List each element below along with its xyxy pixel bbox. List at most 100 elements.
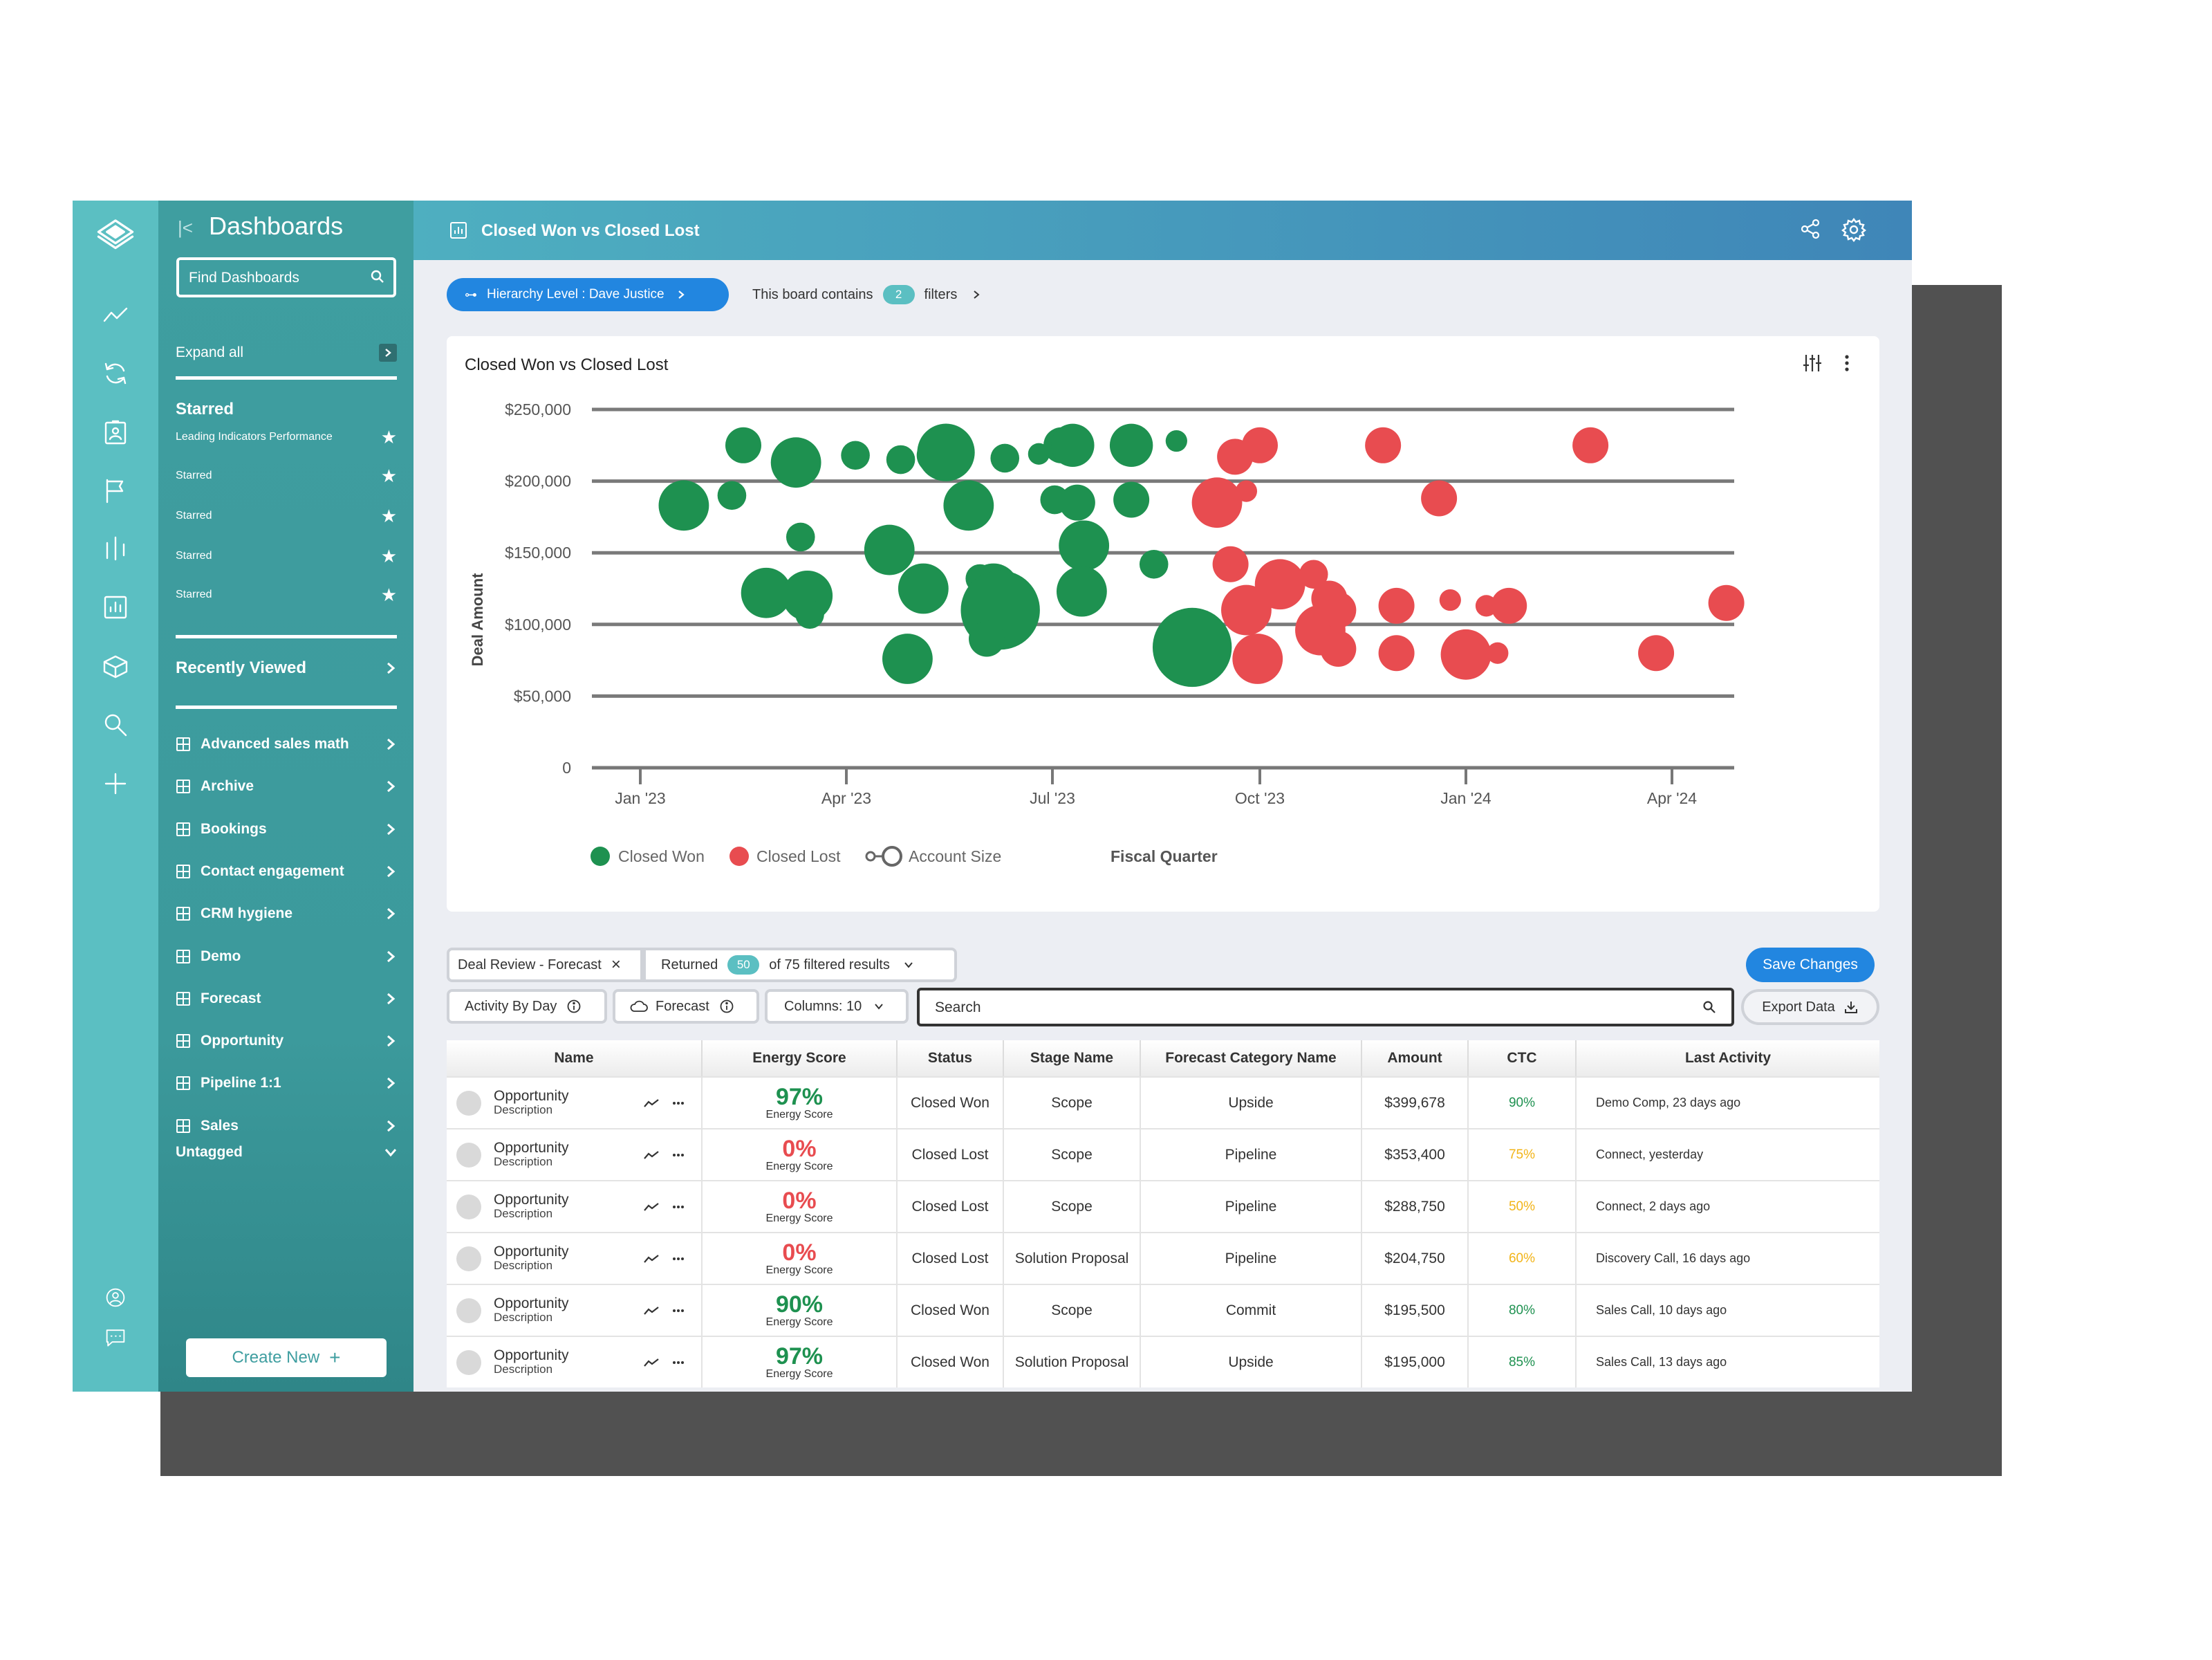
folder-item[interactable]: CRM hygiene xyxy=(176,900,397,928)
avatar[interactable] xyxy=(456,1349,481,1375)
column-header[interactable]: CTC xyxy=(1469,1040,1577,1076)
expand-all-row[interactable]: Expand all xyxy=(176,339,397,367)
folder-item[interactable]: Archive xyxy=(176,773,397,800)
more-horizontal-icon[interactable] xyxy=(672,1309,685,1313)
column-header[interactable]: Energy Score xyxy=(703,1040,898,1076)
search-icon[interactable] xyxy=(95,704,136,746)
trend-icon[interactable] xyxy=(643,1098,660,1109)
table-row[interactable]: Opportunity Description 97% Energy Score Clo… xyxy=(447,1336,1879,1387)
share-icon[interactable] xyxy=(1799,217,1822,241)
find-dashboards-input[interactable] xyxy=(187,260,363,296)
collapse-sidebar-icon[interactable]: |< xyxy=(178,217,193,238)
opportunity-name[interactable]: Opportunity xyxy=(494,1243,569,1260)
logo-icon[interactable] xyxy=(95,213,136,255)
opportunity-name[interactable]: Opportunity xyxy=(494,1191,569,1208)
more-horizontal-icon[interactable] xyxy=(672,1101,685,1105)
export-data-button[interactable]: Export Data xyxy=(1741,989,1879,1025)
starred-item[interactable]: Starred ★ xyxy=(176,465,397,487)
column-header[interactable]: Last Activity xyxy=(1684,1050,1772,1066)
star-icon[interactable]: ★ xyxy=(380,505,397,526)
star-icon[interactable]: ★ xyxy=(380,465,397,486)
untagged-row[interactable]: Untagged xyxy=(176,1138,397,1166)
trend-icon[interactable] xyxy=(643,1253,660,1264)
more-horizontal-icon[interactable] xyxy=(672,1361,685,1365)
chat-icon[interactable] xyxy=(95,1317,136,1358)
info-icon[interactable] xyxy=(719,999,734,1014)
avatar[interactable] xyxy=(456,1298,481,1323)
badge-icon[interactable] xyxy=(95,412,136,453)
opportunity-name[interactable]: Opportunity xyxy=(494,1087,569,1104)
report-icon[interactable] xyxy=(95,587,136,628)
avatar[interactable] xyxy=(456,1142,481,1168)
star-icon[interactable]: ★ xyxy=(380,584,397,605)
folder-item[interactable]: Forecast xyxy=(176,985,397,1013)
star-icon[interactable]: ★ xyxy=(380,545,397,566)
trend-icon[interactable] xyxy=(643,1201,660,1212)
view-name-chip[interactable]: Deal Review - Forecast × xyxy=(447,948,643,982)
board-filters-link[interactable]: This board contains 2 filters xyxy=(752,278,980,311)
starred-item[interactable]: Leading Indicators Performance ★ xyxy=(176,426,397,448)
star-icon[interactable]: ★ xyxy=(380,426,397,448)
trend-icon[interactable] xyxy=(643,1357,660,1368)
table-row[interactable]: Opportunity Description 97% Energy Score Clo… xyxy=(447,1076,1879,1128)
gear-icon[interactable] xyxy=(1841,217,1866,242)
user-icon[interactable] xyxy=(95,1277,136,1318)
table-search-input[interactable] xyxy=(933,990,1669,1025)
forecast-button[interactable]: Forecast xyxy=(613,989,759,1024)
flag-icon[interactable] xyxy=(95,470,136,512)
trend-icon[interactable] xyxy=(95,295,136,336)
avatar[interactable] xyxy=(456,1246,481,1271)
folder-item[interactable]: Advanced sales math xyxy=(176,730,397,758)
hierarchy-level-button[interactable]: ⊶ Hierarchy Level : Dave Justice xyxy=(447,278,729,311)
column-header[interactable]: Stage Name xyxy=(1004,1040,1141,1076)
more-horizontal-icon[interactable] xyxy=(672,1153,685,1157)
folder-item[interactable]: Contact engagement xyxy=(176,858,397,885)
sync-icon[interactable] xyxy=(95,353,136,394)
table-row[interactable]: Opportunity Description 0% Energy Score Clos… xyxy=(447,1128,1879,1180)
expand-chevron-icon[interactable] xyxy=(379,344,397,362)
starred-item[interactable]: Starred ★ xyxy=(176,545,397,567)
recently-viewed-row[interactable]: Recently Viewed xyxy=(176,654,397,682)
table-row[interactable]: Opportunity Description 0% Energy Score Clos… xyxy=(447,1180,1879,1232)
column-header[interactable]: Forecast Category Name xyxy=(1141,1040,1362,1076)
info-icon[interactable] xyxy=(566,999,582,1014)
find-dashboards-search[interactable] xyxy=(176,257,396,297)
more-horizontal-icon[interactable] xyxy=(672,1205,685,1209)
folder-item[interactable]: Bookings xyxy=(176,815,397,843)
ctc-cell: 80% xyxy=(1469,1285,1577,1336)
activity-by-day-button[interactable]: Activity By Day xyxy=(447,989,607,1024)
columns-dropdown[interactable]: Columns: 10 xyxy=(765,989,909,1024)
opportunity-name[interactable]: Opportunity xyxy=(494,1295,569,1311)
table-row[interactable]: Opportunity Description 90% Energy Score Clo… xyxy=(447,1284,1879,1336)
ctc-cell: 90% xyxy=(1469,1078,1577,1128)
column-header[interactable]: Amount xyxy=(1362,1040,1469,1076)
folder-item[interactable]: Sales xyxy=(176,1112,397,1140)
folder-item[interactable]: Demo xyxy=(176,943,397,970)
starred-item[interactable]: Starred ★ xyxy=(176,584,397,606)
more-vertical-icon[interactable] xyxy=(1837,353,1857,374)
table-row[interactable]: Opportunity Description 0% Energy Score Clos… xyxy=(447,1232,1879,1284)
avatar[interactable] xyxy=(456,1090,481,1116)
table-search[interactable] xyxy=(917,988,1734,1026)
box-icon[interactable] xyxy=(95,645,136,687)
plus-icon[interactable] xyxy=(95,763,136,804)
bars-icon[interactable] xyxy=(95,528,136,569)
chart-settings-icon[interactable] xyxy=(1802,353,1823,374)
close-icon[interactable]: × xyxy=(611,955,621,974)
returned-results-dropdown[interactable]: Returned 50 of 75 filtered results xyxy=(643,948,957,982)
opportunity-name[interactable]: Opportunity xyxy=(494,1347,569,1363)
avatar[interactable] xyxy=(456,1194,481,1219)
starred-item[interactable]: Starred ★ xyxy=(176,505,397,527)
more-horizontal-icon[interactable] xyxy=(672,1257,685,1261)
folder-item[interactable]: Pipeline 1:1 xyxy=(176,1069,397,1097)
column-header[interactable]: Name xyxy=(447,1040,703,1076)
folder-item[interactable]: Opportunity xyxy=(176,1027,397,1055)
create-new-label: Create New xyxy=(232,1348,320,1367)
save-changes-button[interactable]: Save Changes xyxy=(1746,948,1875,982)
opportunity-name[interactable]: Opportunity xyxy=(494,1139,569,1156)
create-new-button[interactable]: Create New + xyxy=(186,1338,387,1377)
trend-icon[interactable] xyxy=(643,1150,660,1161)
trend-icon[interactable] xyxy=(643,1305,660,1316)
x-tick-label: Jul '23 xyxy=(1030,789,1075,807)
column-header[interactable]: Status xyxy=(898,1040,1004,1076)
